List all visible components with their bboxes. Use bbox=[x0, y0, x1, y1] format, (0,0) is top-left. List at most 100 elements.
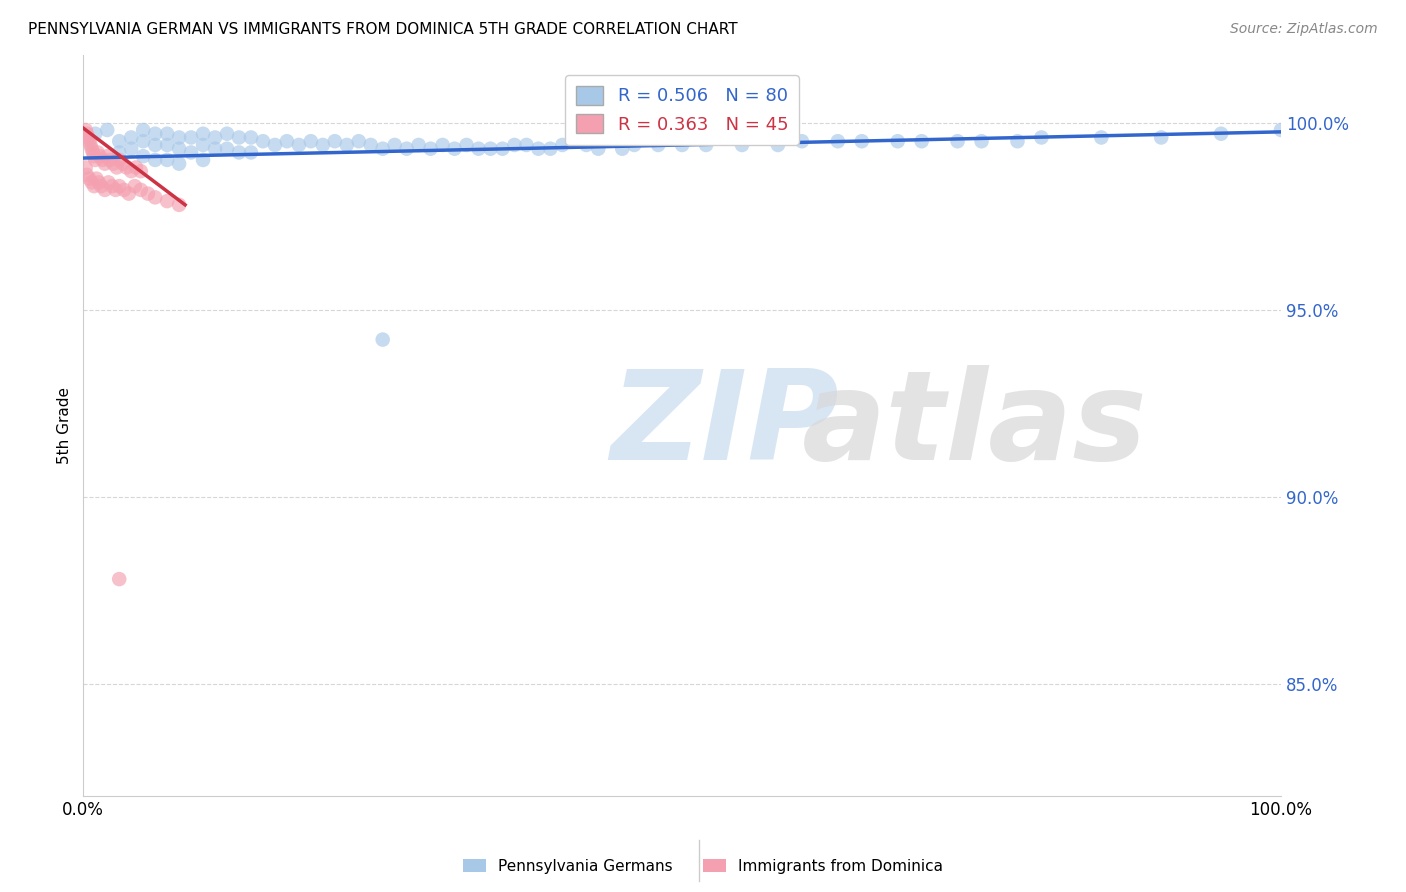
Point bbox=[89, 149, 111, 163]
Point bbox=[167, 130, 190, 145]
Point bbox=[80, 142, 103, 156]
Point bbox=[143, 138, 166, 153]
Point bbox=[156, 153, 179, 167]
Point bbox=[86, 171, 108, 186]
Point bbox=[76, 168, 98, 182]
Point bbox=[90, 179, 112, 194]
Point bbox=[136, 186, 159, 201]
Point bbox=[125, 161, 148, 175]
Point bbox=[323, 134, 346, 148]
Point bbox=[120, 130, 142, 145]
Point bbox=[384, 138, 406, 153]
Point bbox=[911, 134, 934, 148]
Point bbox=[612, 142, 634, 156]
Point bbox=[96, 149, 118, 163]
Point bbox=[108, 179, 131, 194]
Point bbox=[77, 130, 100, 145]
Point bbox=[94, 183, 117, 197]
Point bbox=[419, 142, 441, 156]
Point bbox=[588, 142, 610, 156]
Point bbox=[288, 138, 311, 153]
Point bbox=[371, 333, 394, 347]
Point bbox=[96, 123, 118, 137]
Point bbox=[120, 142, 142, 156]
Point bbox=[1090, 130, 1112, 145]
Point bbox=[132, 134, 155, 148]
Point bbox=[239, 130, 262, 145]
Point bbox=[83, 149, 105, 163]
Point bbox=[87, 175, 110, 189]
Legend: Pennsylvania Germans, Immigrants from Dominica: Pennsylvania Germans, Immigrants from Do… bbox=[457, 853, 949, 880]
Point bbox=[264, 138, 287, 153]
Point bbox=[395, 142, 418, 156]
Point bbox=[215, 142, 238, 156]
Point bbox=[108, 153, 131, 167]
Point bbox=[312, 138, 335, 153]
Point bbox=[1209, 127, 1232, 141]
Point bbox=[276, 134, 298, 148]
Point bbox=[143, 190, 166, 204]
Point bbox=[156, 194, 179, 208]
Point bbox=[129, 183, 152, 197]
Point bbox=[167, 198, 190, 212]
Point bbox=[105, 161, 128, 175]
Point bbox=[946, 134, 969, 148]
Point bbox=[766, 138, 789, 153]
Point bbox=[80, 175, 103, 189]
Point bbox=[129, 164, 152, 178]
Point bbox=[360, 138, 382, 153]
Point bbox=[886, 134, 908, 148]
Point bbox=[118, 186, 141, 201]
Point bbox=[538, 142, 561, 156]
Point bbox=[103, 156, 125, 170]
Point bbox=[467, 142, 489, 156]
Point bbox=[108, 572, 131, 586]
Point bbox=[695, 138, 717, 153]
Point bbox=[156, 127, 179, 141]
Point bbox=[167, 142, 190, 156]
Point bbox=[124, 179, 146, 194]
Point bbox=[86, 145, 108, 160]
Point bbox=[94, 156, 117, 170]
Text: atlas: atlas bbox=[801, 365, 1147, 486]
Point bbox=[1031, 130, 1053, 145]
Point bbox=[731, 138, 754, 153]
Point bbox=[77, 171, 100, 186]
Point bbox=[371, 142, 394, 156]
Point bbox=[204, 142, 226, 156]
Point bbox=[108, 134, 131, 148]
Point bbox=[156, 138, 179, 153]
Point bbox=[443, 142, 465, 156]
Point bbox=[551, 138, 574, 153]
Point bbox=[851, 134, 873, 148]
Point bbox=[479, 142, 502, 156]
Point bbox=[191, 153, 214, 167]
Point bbox=[228, 145, 250, 160]
Point bbox=[252, 134, 274, 148]
Text: Source: ZipAtlas.com: Source: ZipAtlas.com bbox=[1230, 22, 1378, 37]
Point bbox=[104, 183, 127, 197]
Point bbox=[623, 138, 645, 153]
Point bbox=[83, 179, 105, 194]
Point bbox=[491, 142, 513, 156]
Point bbox=[180, 145, 202, 160]
Point bbox=[827, 134, 849, 148]
Point bbox=[180, 130, 202, 145]
Point bbox=[167, 156, 190, 170]
Point bbox=[101, 179, 124, 194]
Point bbox=[143, 153, 166, 167]
Text: ZIP: ZIP bbox=[610, 365, 839, 486]
Point bbox=[77, 134, 100, 148]
Point bbox=[143, 127, 166, 141]
Point bbox=[120, 164, 142, 178]
Point bbox=[204, 130, 226, 145]
Point bbox=[503, 138, 526, 153]
Point bbox=[299, 134, 322, 148]
Legend: R = 0.506   N = 80, R = 0.363   N = 45: R = 0.506 N = 80, R = 0.363 N = 45 bbox=[565, 75, 799, 145]
Point bbox=[1270, 123, 1292, 137]
Point bbox=[75, 161, 97, 175]
Point bbox=[647, 138, 669, 153]
Point bbox=[215, 127, 238, 141]
Point bbox=[456, 138, 478, 153]
Point bbox=[111, 156, 134, 170]
